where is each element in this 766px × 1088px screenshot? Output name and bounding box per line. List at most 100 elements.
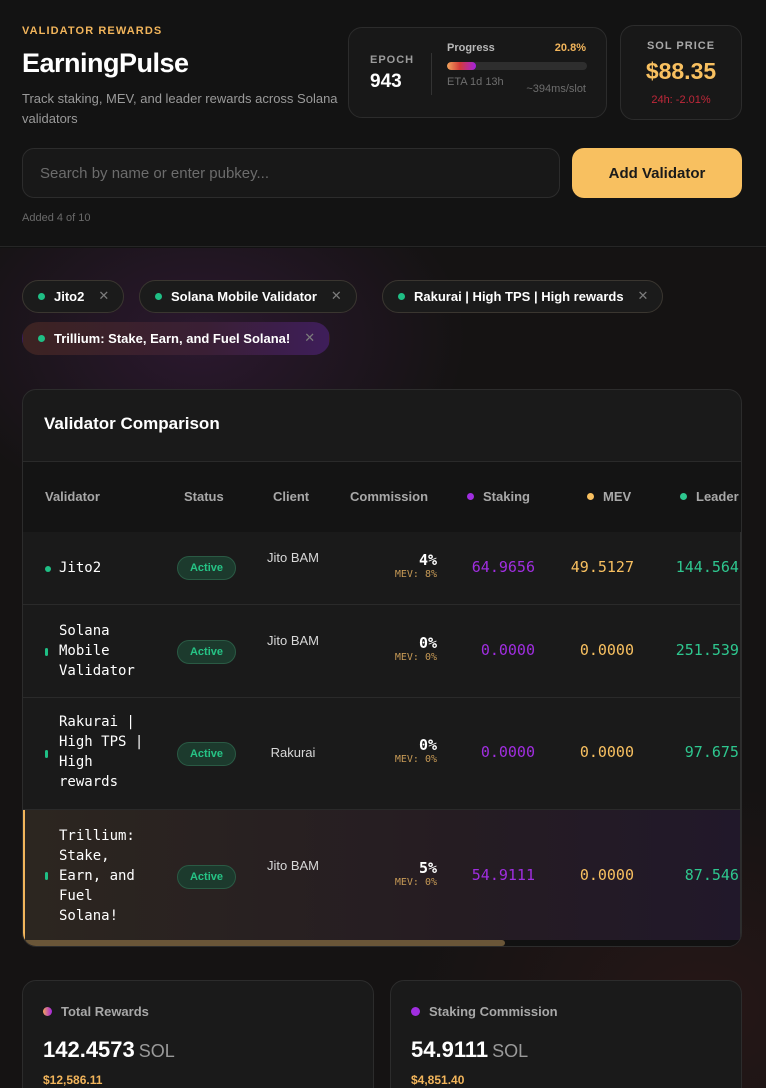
- scrollbar-thumb[interactable]: [23, 940, 505, 946]
- leader-reward: 251.5395: [675, 641, 742, 659]
- column-label: Client: [273, 489, 310, 504]
- table-header: Validator Status Client Commission Staki…: [23, 461, 741, 532]
- status-dot-icon: [38, 293, 45, 300]
- status-dot-icon: [38, 335, 45, 342]
- horizontal-scrollbar[interactable]: [23, 940, 741, 946]
- commission: 5% MEV: 0%: [395, 859, 437, 888]
- status-dot-icon: [45, 648, 48, 656]
- staking-dot-icon: [411, 1007, 420, 1016]
- column-label: Validator: [45, 489, 100, 504]
- validator-name: Solana Mobile Validator: [59, 623, 135, 679]
- column-label: MEV: [603, 489, 632, 504]
- stat-number: 54.9111: [411, 1037, 489, 1062]
- stat-usd-value: $4,851.40: [411, 1073, 465, 1087]
- table-row-selected[interactable]: Trillium: Stake, Earn, and Fuel Solana! …: [23, 810, 742, 942]
- table-title: Validator Comparison: [44, 414, 220, 433]
- mev-reward: 0.0000: [579, 641, 634, 659]
- column-header-leader[interactable]: Leader: [680, 489, 739, 504]
- mev-commission: MEV: 0%: [394, 754, 437, 765]
- staking-reward: 64.9656: [471, 558, 535, 576]
- client-name: Jito BAM: [266, 858, 319, 873]
- chip-solana-mobile[interactable]: Solana Mobile Validator ✕: [139, 280, 357, 313]
- status-dot-icon: [45, 566, 51, 572]
- staking-reward: 54.9111: [471, 866, 535, 884]
- stat-label: Total Rewards: [43, 1004, 149, 1019]
- app-title: EarningPulse: [22, 48, 189, 78]
- chip-label: Rakurai | High TPS | High rewards: [414, 289, 624, 304]
- validator-search-input[interactable]: [22, 148, 560, 198]
- stat-unit: SOL: [492, 1041, 529, 1061]
- eyebrow-label: VALIDATOR REWARDS: [22, 25, 163, 37]
- status-dot-icon: [45, 750, 48, 758]
- chip-jito2[interactable]: Jito2 ✕: [22, 280, 125, 313]
- mev-commission: MEV: 0%: [394, 652, 437, 663]
- table-row[interactable]: Jito2 Active Jito BAM 4% MEV: 8% 64.9656…: [23, 532, 741, 605]
- mev-dot-icon: [587, 493, 594, 500]
- validator-name: Trillium: Stake, Earn, and Fuel Solana!: [59, 828, 135, 924]
- stat-unit: SOL: [138, 1041, 175, 1061]
- close-icon[interactable]: ✕: [98, 289, 110, 304]
- epoch-progress-fill: [447, 62, 477, 70]
- add-validator-button[interactable]: Add Validator: [572, 148, 742, 198]
- commission-value: 0%: [418, 634, 437, 652]
- client-name: Jito BAM: [266, 550, 319, 565]
- column-label: Commission: [350, 489, 429, 504]
- column-header-client[interactable]: Client: [273, 489, 309, 504]
- status-badge: Active: [177, 556, 236, 580]
- epoch-label: EPOCH: [370, 54, 415, 66]
- commission: 0% MEV: 0%: [395, 634, 437, 663]
- added-count: Added 4 of 10: [22, 212, 91, 224]
- column-label: Status: [184, 489, 224, 504]
- staking-commission-card: Staking Commission 54.9111 SOL $4,851.40: [390, 980, 742, 1088]
- status-dot-icon: [155, 293, 162, 300]
- chip-label: Trillium: Stake, Earn, and Fuel Solana!: [54, 331, 291, 346]
- commission-value: 4%: [418, 551, 437, 569]
- sol-price-card: SOL PRICE $88.35 24h: -2.01%: [620, 25, 742, 120]
- client-name: Rakurai: [270, 745, 316, 760]
- commission: 0% MEV: 0%: [395, 736, 437, 765]
- status-badge: Active: [177, 742, 236, 766]
- staking-reward: 0.0000: [480, 641, 535, 659]
- close-icon[interactable]: ✕: [330, 289, 342, 304]
- mev-reward: 0.0000: [579, 866, 634, 884]
- validator-name: Jito2: [59, 560, 102, 576]
- chip-rakurai[interactable]: Rakurai | High TPS | High rewards ✕: [382, 280, 664, 313]
- price-change: 24h: -2.01%: [651, 94, 711, 106]
- column-header-status[interactable]: Status: [184, 489, 224, 504]
- staking-dot-icon: [467, 493, 474, 500]
- stat-label-text: Staking Commission: [429, 1004, 558, 1019]
- price-value: $88.35: [645, 58, 717, 84]
- table-row[interactable]: Rakurai | High TPS | High rewards Active…: [23, 698, 741, 810]
- column-header-staking[interactable]: Staking: [467, 489, 530, 504]
- column-label: Staking: [483, 489, 530, 504]
- leader-reward: 87.5462: [684, 866, 742, 884]
- stat-value: 54.9111 SOL: [411, 1037, 528, 1063]
- validator-comparison-table: Validator Comparison Validator Status Cl…: [22, 389, 742, 947]
- mev-reward: 0.0000: [579, 743, 634, 761]
- status-dot-icon: [45, 872, 48, 880]
- status-badge: Active: [177, 640, 236, 664]
- table-row[interactable]: Solana Mobile Validator Active Jito BAM …: [23, 605, 742, 698]
- commission-value: 0%: [418, 736, 437, 754]
- status-badge: Active: [177, 865, 236, 889]
- column-header-mev[interactable]: MEV: [587, 489, 631, 504]
- close-icon[interactable]: ✕: [637, 289, 649, 304]
- close-icon[interactable]: ✕: [304, 331, 316, 346]
- chip-trillium[interactable]: Trillium: Stake, Earn, and Fuel Solana! …: [22, 322, 331, 355]
- column-label: Leader: [696, 489, 739, 504]
- stat-number: 142.4573: [43, 1037, 135, 1062]
- stat-label: Staking Commission: [411, 1004, 558, 1019]
- mev-commission: MEV: 8%: [394, 569, 437, 580]
- epoch-eta: ETA 1d 13h: [447, 76, 504, 88]
- column-header-validator[interactable]: Validator: [45, 489, 100, 504]
- stat-label-text: Total Rewards: [61, 1004, 149, 1019]
- vertical-scroll-edge: [740, 532, 741, 942]
- leader-dot-icon: [680, 493, 687, 500]
- commission: 4% MEV: 8%: [395, 551, 437, 580]
- column-header-commission[interactable]: Commission: [350, 489, 428, 504]
- progress-percent: 20.8%: [554, 42, 586, 54]
- chip-label: Jito2: [54, 289, 85, 304]
- price-label: SOL PRICE: [646, 40, 716, 52]
- epoch-card: EPOCH 943 Progress 20.8% ETA 1d 13h ~394…: [348, 27, 607, 118]
- total-rewards-dot-icon: [43, 1007, 52, 1016]
